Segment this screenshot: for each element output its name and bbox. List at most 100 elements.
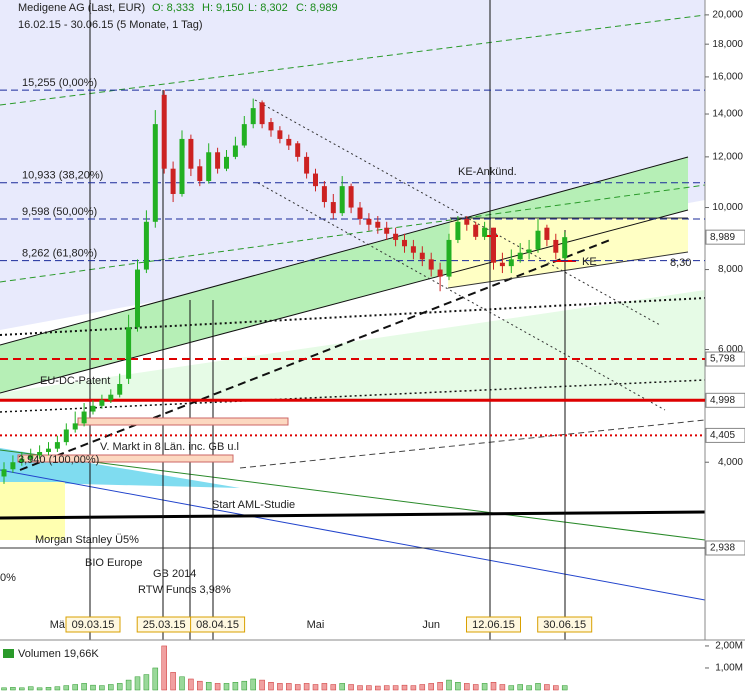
volume-bar: [188, 678, 194, 691]
y-tick-label: 4,000: [718, 457, 743, 468]
price-marker-label: 8,989: [710, 232, 735, 243]
volume-bar: [526, 685, 532, 691]
price-marker-box: [705, 427, 745, 443]
volume-bar: [232, 682, 239, 691]
fib-label: 15,255 (0,00%): [22, 77, 97, 89]
candle-body: [464, 218, 470, 225]
header: Medigene AG (Last, EUR) O: 8,333 H: 9,15…: [18, 2, 338, 31]
annotation: BIO Europe: [85, 557, 142, 569]
candle-body: [28, 455, 34, 459]
price-marker-label: 5,798: [710, 354, 735, 365]
candle-body: [535, 230, 541, 250]
candle-body: [46, 448, 51, 452]
price-marker-box: [705, 229, 745, 245]
volume-bar: [383, 685, 390, 691]
volume-bar: [63, 685, 70, 691]
candle-body: [455, 221, 461, 240]
volume-bar: [223, 683, 230, 691]
volume-bar: [303, 683, 310, 691]
candle-body: [1, 469, 7, 477]
candle-body: [161, 94, 167, 169]
volume-bar: [108, 684, 114, 691]
candle-body: [366, 218, 372, 225]
volume-bar: [472, 684, 479, 691]
volume-bar: [99, 685, 105, 691]
volume-bar: [446, 679, 452, 691]
candle-body: [330, 202, 336, 214]
annotation: 3,940 (100,00%): [18, 454, 99, 466]
volume-tick-label: 1,00M: [715, 663, 743, 674]
fib-label: 8,262 (61,80%): [22, 248, 97, 260]
candle-body: [393, 233, 399, 240]
volume-bar: [54, 686, 61, 691]
volume-bar: [214, 683, 221, 691]
annotation: V. Markt in 8 Län. inc. GB u.l: [100, 441, 239, 453]
header-high: H: 9,150: [202, 2, 244, 14]
annotation: GB 2014: [153, 568, 196, 580]
candle-body: [81, 411, 87, 424]
volume-bar: [357, 685, 363, 691]
volume-bar: [437, 682, 443, 691]
x-tick-label: 09.03.15: [72, 619, 115, 631]
candle-body: [508, 259, 514, 267]
volume-bar: [250, 678, 256, 691]
date-box: [190, 616, 246, 633]
volume-bar: [321, 683, 328, 691]
price-marker-box: [705, 540, 745, 556]
volume-bar: [170, 672, 176, 691]
volume-bar: [10, 687, 16, 691]
x-tick-label: 30.06.15: [543, 619, 586, 631]
volume-bar: [27, 686, 34, 691]
volume-bar: [339, 683, 345, 691]
candle-body: [553, 239, 559, 253]
volume-bar: [143, 674, 150, 691]
x-tick-label: 12.06.15: [472, 619, 515, 631]
candle-body: [135, 269, 140, 328]
y-tick-label: 18,000: [712, 39, 743, 50]
candle-body: [99, 400, 105, 406]
candle-body: [321, 186, 327, 203]
volume-bar: [19, 687, 25, 691]
candle-body: [197, 166, 203, 182]
yellow-zone: [0, 482, 65, 540]
candle-body: [491, 227, 496, 263]
annotation: EU-DC-Patent: [40, 375, 110, 387]
x-tick-label: Mai: [307, 619, 325, 631]
candle-body: [90, 405, 96, 412]
annotation: Morgan Stanley Ü5%: [35, 534, 139, 546]
candle-body: [357, 207, 363, 219]
volume-bar: [348, 684, 354, 691]
header-range: 16.02.15 - 30.06.15 (5 Monate, 1 Tag): [18, 19, 202, 31]
candle-body: [339, 186, 345, 214]
volume-bar: [490, 682, 497, 691]
volume-bar: [508, 685, 515, 691]
volume-bar: [294, 684, 301, 691]
header-low: L: 8,302: [248, 2, 288, 14]
volume-bar: [161, 645, 167, 691]
candle-body: [562, 237, 568, 259]
candle-body: [526, 249, 532, 253]
volume-bar: [90, 684, 96, 691]
candle-body: [410, 246, 416, 253]
candle-body: [348, 186, 354, 208]
x-tick-label: Jun: [422, 619, 440, 631]
candle-body: [188, 138, 194, 169]
x-tick-label: Mä: [50, 619, 66, 631]
annotation: KE: [582, 256, 597, 268]
candle-body: [446, 239, 452, 277]
x-tick-label: 25.03.15: [143, 619, 186, 631]
candle-body: [499, 262, 505, 267]
fib-label: 9,598 (50,00%): [22, 206, 97, 218]
y-tick-label: 10,000: [712, 202, 743, 213]
candle-body: [19, 458, 25, 463]
y-tick-label: 16,000: [712, 72, 743, 83]
header-close: C: 8,989: [296, 2, 338, 14]
candle-body: [72, 423, 78, 430]
volume-bar: [419, 684, 426, 691]
volume-bar: [553, 685, 559, 691]
volume-bar: [277, 683, 283, 691]
candle-body: [232, 145, 238, 157]
volume-bar: [561, 685, 568, 691]
candle-body: [428, 259, 434, 270]
date-box: [65, 616, 121, 633]
